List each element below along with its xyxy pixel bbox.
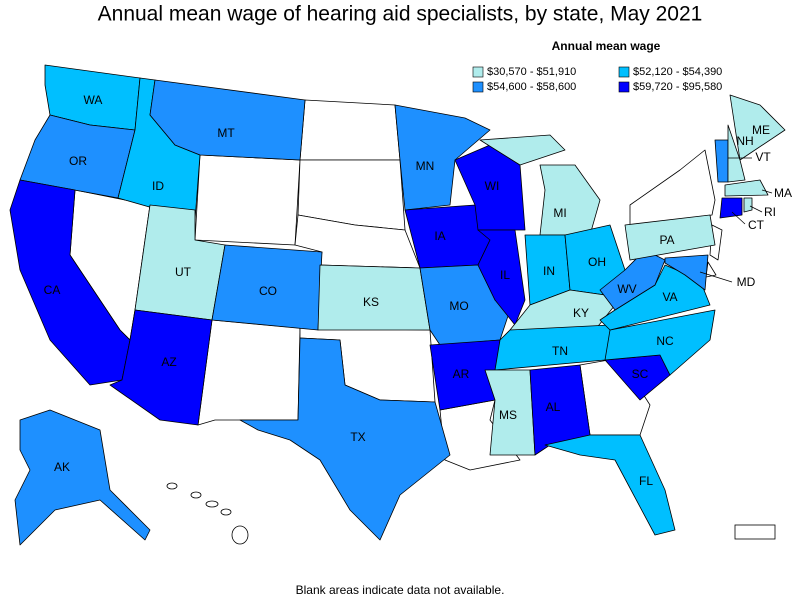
state-label: AZ	[161, 355, 176, 369]
state-labels: WA OR CA ID MT UT AZ CO KS TX MN IA MO A…	[44, 93, 792, 488]
state-label: NH	[736, 134, 753, 148]
state-label: TN	[552, 344, 568, 358]
state-label: MA	[774, 186, 792, 200]
state-shape	[729, 94, 786, 161]
state-label: MD	[737, 275, 756, 289]
legend-swatch	[472, 81, 484, 93]
states	[9, 64, 786, 546]
state-label: ID	[152, 179, 164, 193]
state-label: MI	[553, 206, 566, 220]
state-shape	[664, 254, 709, 291]
state-label: CO	[259, 284, 277, 298]
state-shape	[743, 197, 753, 213]
state-shape	[734, 524, 776, 540]
title: Annual mean wage of hearing aid speciali…	[98, 3, 703, 26]
state-shape	[239, 337, 451, 541]
state-label: OH	[588, 255, 606, 269]
state-label: PA	[659, 233, 674, 247]
state-label: IL	[500, 268, 510, 282]
legend-label: $59,720 - $95,580	[633, 81, 722, 93]
state-label: NC	[656, 334, 674, 348]
legend-swatch	[618, 66, 630, 78]
state-shape	[299, 99, 401, 161]
state-shape	[714, 139, 729, 183]
state-label: AL	[546, 400, 561, 414]
state-label: IA	[434, 229, 445, 243]
state-label: MO	[449, 299, 468, 313]
state-label: IN	[543, 264, 555, 278]
state-shape	[604, 309, 716, 376]
state-label: CA	[44, 283, 61, 297]
state-shape	[719, 197, 743, 219]
legend-label: $30,570 - $51,910	[487, 66, 576, 78]
legend-swatch	[618, 81, 630, 93]
state-label: SC	[632, 367, 649, 381]
state-label: KS	[363, 295, 379, 309]
state-shape	[477, 229, 526, 326]
state-label: VT	[755, 150, 771, 164]
state-shape	[479, 134, 601, 236]
state-shape	[624, 214, 716, 261]
legend-label: $52,120 - $54,390	[633, 66, 722, 78]
state-shape	[509, 289, 616, 331]
state-label: WA	[84, 93, 103, 107]
state-label: MS	[499, 408, 517, 422]
state-label: MN	[416, 159, 435, 173]
state-label: WI	[485, 179, 500, 193]
footnote: Blank areas indicate data not available.	[296, 583, 505, 597]
state-label: MT	[217, 126, 235, 140]
legend: $30,570 - $51,910 $52,120 - $54,390 $54,…	[472, 66, 722, 93]
legend-label: $54,600 - $58,600	[487, 81, 576, 93]
legend-title: Annual mean wage	[552, 39, 661, 53]
state-label: ME	[752, 123, 770, 137]
state-label: AR	[453, 367, 470, 381]
state-shape	[194, 154, 301, 246]
state-label: RI	[764, 205, 776, 219]
state-shape	[484, 369, 536, 456]
state-label: FL	[639, 474, 653, 488]
state-label: TX	[350, 430, 365, 444]
state-label: CT	[748, 218, 765, 232]
state-label: AK	[54, 460, 70, 474]
leader-lines	[699, 157, 773, 283]
state-shape	[14, 409, 151, 546]
legend-swatch	[472, 66, 484, 78]
state-shape	[394, 104, 491, 211]
state-label: OR	[69, 154, 87, 168]
hawaii	[166, 482, 249, 545]
state-shape	[727, 124, 746, 183]
state-shape	[149, 79, 306, 161]
state-label: KY	[573, 306, 589, 320]
state-label: WV	[617, 282, 636, 296]
state-label: UT	[175, 265, 192, 279]
state-shape	[544, 434, 676, 536]
state-shape	[629, 149, 716, 226]
state-shape	[109, 309, 213, 426]
state-shape	[197, 319, 301, 426]
state-label: VA	[662, 290, 677, 304]
state-shape	[724, 179, 769, 197]
